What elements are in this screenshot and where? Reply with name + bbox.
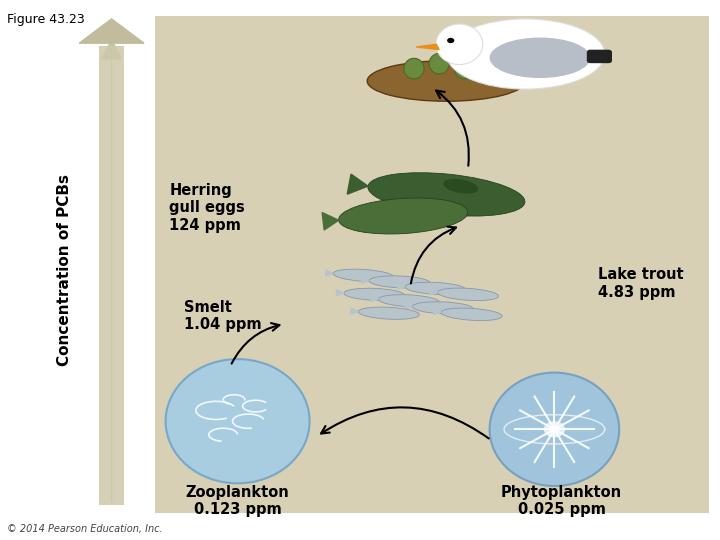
Text: Phytoplankton
0.025 ppm: Phytoplankton 0.025 ppm — [501, 485, 622, 517]
FancyBboxPatch shape — [155, 16, 709, 513]
Ellipse shape — [166, 359, 310, 483]
Ellipse shape — [490, 37, 590, 78]
Ellipse shape — [379, 295, 439, 307]
Text: Figure 43.23: Figure 43.23 — [7, 14, 85, 26]
Ellipse shape — [436, 24, 482, 64]
Polygon shape — [371, 296, 379, 302]
Polygon shape — [397, 284, 405, 289]
Polygon shape — [433, 309, 441, 315]
Ellipse shape — [447, 38, 454, 43]
Polygon shape — [430, 289, 438, 295]
Polygon shape — [361, 278, 369, 284]
Ellipse shape — [333, 269, 394, 282]
Polygon shape — [416, 44, 439, 50]
Text: Smelt
1.04 ppm: Smelt 1.04 ppm — [184, 300, 261, 332]
Ellipse shape — [446, 19, 605, 89]
Ellipse shape — [490, 373, 619, 486]
Ellipse shape — [359, 307, 419, 319]
Text: Concentration of PCBs: Concentration of PCBs — [58, 174, 72, 366]
Ellipse shape — [454, 58, 474, 79]
Text: Lake trout
4.83 ppm: Lake trout 4.83 ppm — [598, 267, 683, 300]
Polygon shape — [325, 270, 333, 276]
Polygon shape — [336, 290, 344, 296]
Ellipse shape — [338, 198, 468, 234]
Ellipse shape — [544, 421, 565, 437]
Ellipse shape — [438, 288, 498, 301]
FancyBboxPatch shape — [99, 46, 125, 505]
Ellipse shape — [441, 308, 502, 321]
Text: © 2014 Pearson Education, Inc.: © 2014 Pearson Education, Inc. — [7, 523, 163, 534]
Polygon shape — [405, 303, 413, 309]
Polygon shape — [79, 19, 144, 43]
Ellipse shape — [405, 282, 466, 294]
Polygon shape — [322, 213, 338, 230]
Ellipse shape — [368, 173, 525, 216]
Ellipse shape — [344, 288, 405, 300]
Ellipse shape — [413, 302, 473, 314]
Text: Herring
gull eggs
124 ppm: Herring gull eggs 124 ppm — [169, 183, 245, 233]
Polygon shape — [347, 174, 368, 194]
FancyBboxPatch shape — [587, 50, 612, 63]
Ellipse shape — [404, 58, 424, 79]
Ellipse shape — [367, 60, 526, 102]
Text: Zooplankton
0.123 ppm: Zooplankton 0.123 ppm — [186, 485, 289, 517]
Ellipse shape — [369, 276, 430, 288]
Ellipse shape — [429, 53, 449, 74]
Polygon shape — [351, 308, 359, 314]
Ellipse shape — [444, 179, 478, 194]
